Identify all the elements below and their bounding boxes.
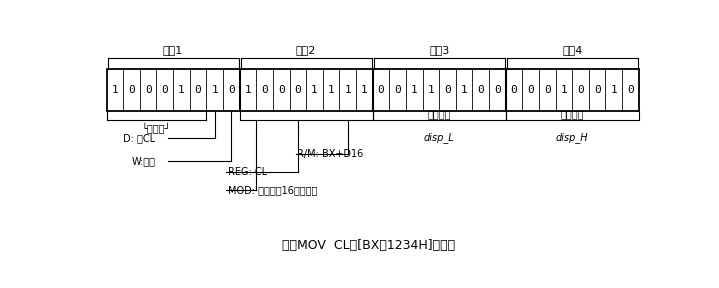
Text: R/M: BX+D16: R/M: BX+D16	[297, 149, 363, 159]
Text: 0: 0	[145, 85, 152, 95]
Text: 0: 0	[278, 85, 285, 95]
Text: 0: 0	[527, 85, 534, 95]
Text: 1: 1	[344, 85, 351, 95]
Text: 0: 0	[228, 85, 234, 95]
Text: 指令MOV  CL，[BX＋1234H]的编码: 指令MOV CL，[BX＋1234H]的编码	[282, 239, 455, 252]
Text: 高位移量: 高位移量	[561, 109, 584, 119]
Text: 字节1: 字节1	[163, 45, 183, 55]
Bar	[106, 69, 638, 111]
Text: disp_L: disp_L	[424, 132, 454, 143]
Text: 0: 0	[295, 85, 301, 95]
Text: 1: 1	[461, 85, 467, 95]
Text: 0: 0	[627, 85, 634, 95]
Text: 低位移量: 低位移量	[427, 109, 451, 119]
Text: 1: 1	[411, 85, 418, 95]
Text: disp_H: disp_H	[556, 132, 589, 143]
Text: 字节3: 字节3	[429, 45, 449, 55]
Text: 1: 1	[328, 85, 334, 95]
Text: 0: 0	[195, 85, 201, 95]
Text: 1: 1	[178, 85, 185, 95]
Text: 0: 0	[261, 85, 268, 95]
Text: 1: 1	[561, 85, 567, 95]
Text: 1: 1	[311, 85, 318, 95]
Text: 0: 0	[494, 85, 500, 95]
Text: D: 至CL: D: 至CL	[124, 133, 155, 143]
Text: 1: 1	[244, 85, 252, 95]
Text: 1: 1	[111, 85, 119, 95]
Text: 0: 0	[128, 85, 135, 95]
Text: 0: 0	[594, 85, 600, 95]
Text: REG: CL: REG: CL	[227, 167, 267, 177]
Text: 0: 0	[544, 85, 551, 95]
Text: 0: 0	[394, 85, 401, 95]
Text: 字节2: 字节2	[296, 45, 316, 55]
Text: 1: 1	[361, 85, 367, 95]
Text: └操作码┘: └操作码┘	[142, 123, 171, 134]
Text: 0: 0	[510, 85, 518, 95]
Text: 1: 1	[211, 85, 218, 95]
Text: MOD: 存储器，16位偏移量: MOD: 存储器，16位偏移量	[227, 185, 317, 195]
Text: 0: 0	[377, 85, 385, 95]
Text: 0: 0	[444, 85, 451, 95]
Text: 0: 0	[162, 85, 168, 95]
Text: W:字节: W:字节	[132, 156, 156, 166]
Text: 0: 0	[577, 85, 584, 95]
Text: 1: 1	[610, 85, 617, 95]
Text: 1: 1	[428, 85, 434, 95]
Text: 字节4: 字节4	[562, 45, 582, 55]
Text: 0: 0	[477, 85, 484, 95]
